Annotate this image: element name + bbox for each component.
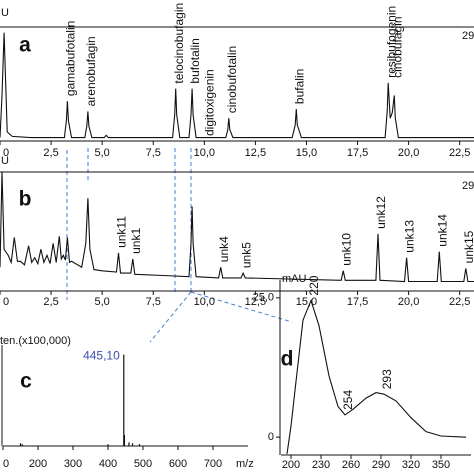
channel-note: 29 [462, 30, 474, 42]
peak-label: digitoxigenin [203, 69, 217, 136]
peak-label: cinobufagin [390, 16, 404, 77]
peak-label: 293 [380, 369, 394, 389]
y-axis-label: U [1, 155, 9, 167]
peak-label: 220 [307, 275, 321, 295]
x-tick-label: 20,0 [398, 147, 419, 159]
peak-label: telocinobufagin [172, 3, 186, 84]
x-tick-label: 320 [402, 459, 420, 471]
connector [190, 291, 293, 323]
x-tick-label: 10,0 [194, 147, 215, 159]
peak-label: 254 [341, 390, 355, 410]
x-tick-label: 20,0 [398, 296, 419, 308]
x-axis-label: m/z [236, 458, 254, 470]
peak-label: unk12 [374, 196, 388, 229]
x-tick-label: 5,0 [95, 296, 110, 308]
panel-label: a [19, 34, 31, 57]
x-tick-label: 22,5 [449, 296, 470, 308]
x-tick-label: 2,5 [43, 147, 58, 159]
peak-label: unk4 [217, 236, 231, 262]
channel-note: 29 [462, 180, 474, 192]
peak-label: unk5 [239, 242, 253, 268]
panel-label: c [20, 370, 32, 393]
trace [286, 298, 467, 454]
peak-label: gamabufotalin [64, 21, 78, 96]
x-tick-label: 230 [312, 459, 330, 471]
peak-label: 445,10 [83, 349, 120, 363]
x-tick-label: 0 [3, 458, 9, 470]
x-tick-label: 2,5 [43, 296, 58, 308]
x-tick-label: 260 [342, 459, 360, 471]
x-tick-label: 10,0 [194, 296, 215, 308]
x-tick-label: 290 [372, 459, 390, 471]
x-tick-label: 12,5 [245, 296, 266, 308]
x-tick-label: 350 [432, 459, 450, 471]
x-tick-label: 17,5 [347, 147, 368, 159]
peak-label: unk11 [115, 216, 129, 248]
x-tick-label: 12,5 [245, 147, 266, 159]
peak-label: unk14 [435, 214, 449, 247]
x-tick-label: 500 [134, 458, 152, 470]
peak-label: arenobufagin [84, 36, 98, 106]
x-tick-label: 200 [282, 459, 300, 471]
x-tick-label: 7,5 [146, 296, 161, 308]
peak-label: bufotalin [188, 38, 202, 83]
y-tick-label: 0 [268, 431, 274, 443]
peak-label: unk15 [462, 230, 474, 263]
x-tick-label: 400 [99, 458, 117, 470]
x-tick-label: 0 [3, 296, 9, 308]
y-axis-label: U [1, 7, 9, 19]
x-tick-label: 22,5 [449, 147, 470, 159]
peak-label: resibufogenin [384, 6, 398, 78]
peak-label: cinobufotalin [225, 46, 239, 113]
connector-lines [66, 148, 293, 343]
peak-label: unk1 [129, 228, 143, 254]
x-tick-label: 600 [169, 458, 187, 470]
x-tick-label: 15,0 [296, 296, 317, 308]
peak-label: bufalin [292, 69, 306, 104]
panel-label: d [281, 348, 294, 371]
trace [0, 171, 474, 283]
y-axis-label: mAU [282, 273, 307, 285]
peak-label: unk13 [403, 220, 417, 253]
connector [149, 291, 192, 343]
x-tick-label: 5,0 [95, 147, 110, 159]
panel-label: b [19, 188, 32, 211]
x-tick-label: 300 [64, 458, 82, 470]
x-tick-label: 7,5 [146, 147, 161, 159]
y-tick-label: 25,0 [253, 292, 274, 304]
x-tick-label: 700 [204, 458, 222, 470]
x-tick-label: 17,5 [347, 296, 368, 308]
x-tick-label: 0 [3, 147, 9, 159]
trace [0, 32, 474, 139]
x-tick-label: 200 [29, 458, 47, 470]
peak-label: unk10 [339, 233, 353, 266]
y-axis-label: ten.(x100,000) [0, 335, 71, 347]
x-tick-label: 15,0 [296, 147, 317, 159]
